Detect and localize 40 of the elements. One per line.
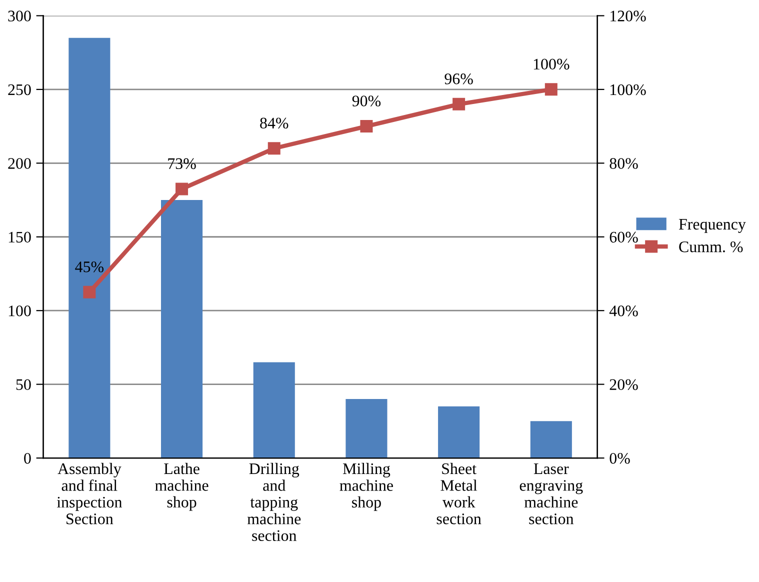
y2-tick-label: 80% [610, 158, 638, 169]
data-label: 84% [260, 118, 288, 129]
y-tick-label: 150 [8, 232, 31, 243]
x-tick-label: Milling machine shop [340, 462, 393, 511]
point [544, 83, 558, 96]
bar [161, 200, 203, 458]
data-label: 90% [352, 96, 381, 106]
x-tick-label: Sheet Metal work section [436, 462, 482, 524]
legend-label: Cumm. % [679, 241, 743, 252]
y2-tick-label: 40% [609, 306, 638, 316]
y-tick-label: 200 [8, 158, 31, 169]
point [360, 120, 373, 133]
legend-label: Frequency [678, 219, 746, 233]
point [83, 286, 96, 298]
y-tick-label: 250 [8, 84, 31, 96]
point [268, 142, 280, 155]
bar [346, 399, 388, 458]
data-label: 96% [444, 73, 473, 84]
y-tick-label: 0 [24, 452, 31, 464]
data-label: 45% [75, 261, 104, 272]
x-tick-label: Drilling and tapping machine section [247, 462, 301, 542]
bar [253, 362, 295, 458]
data-label: 73% [168, 158, 196, 170]
x-tick-label: Lathe machine shop [155, 462, 208, 511]
y-tick-label: 300 [8, 10, 31, 22]
y2-tick-label: 20% [610, 379, 638, 390]
y2-tick-label: 60% [610, 232, 638, 243]
bar [438, 406, 480, 458]
y-tick-label: 100 [8, 306, 31, 316]
point [452, 98, 466, 110]
x-tick-label: Assembly and final inspection Section [56, 462, 122, 524]
y2-tick-label: 120% [610, 10, 646, 22]
y2-tick-label: 100% [610, 84, 646, 96]
y-tick-label: 50 [16, 379, 31, 390]
bar [530, 421, 572, 458]
point [176, 182, 188, 196]
bar [68, 38, 110, 458]
data-label: 100% [534, 58, 570, 70]
y2-tick-label: 0% [610, 452, 630, 464]
x-tick-label: Laser engraving machine section [520, 464, 583, 524]
